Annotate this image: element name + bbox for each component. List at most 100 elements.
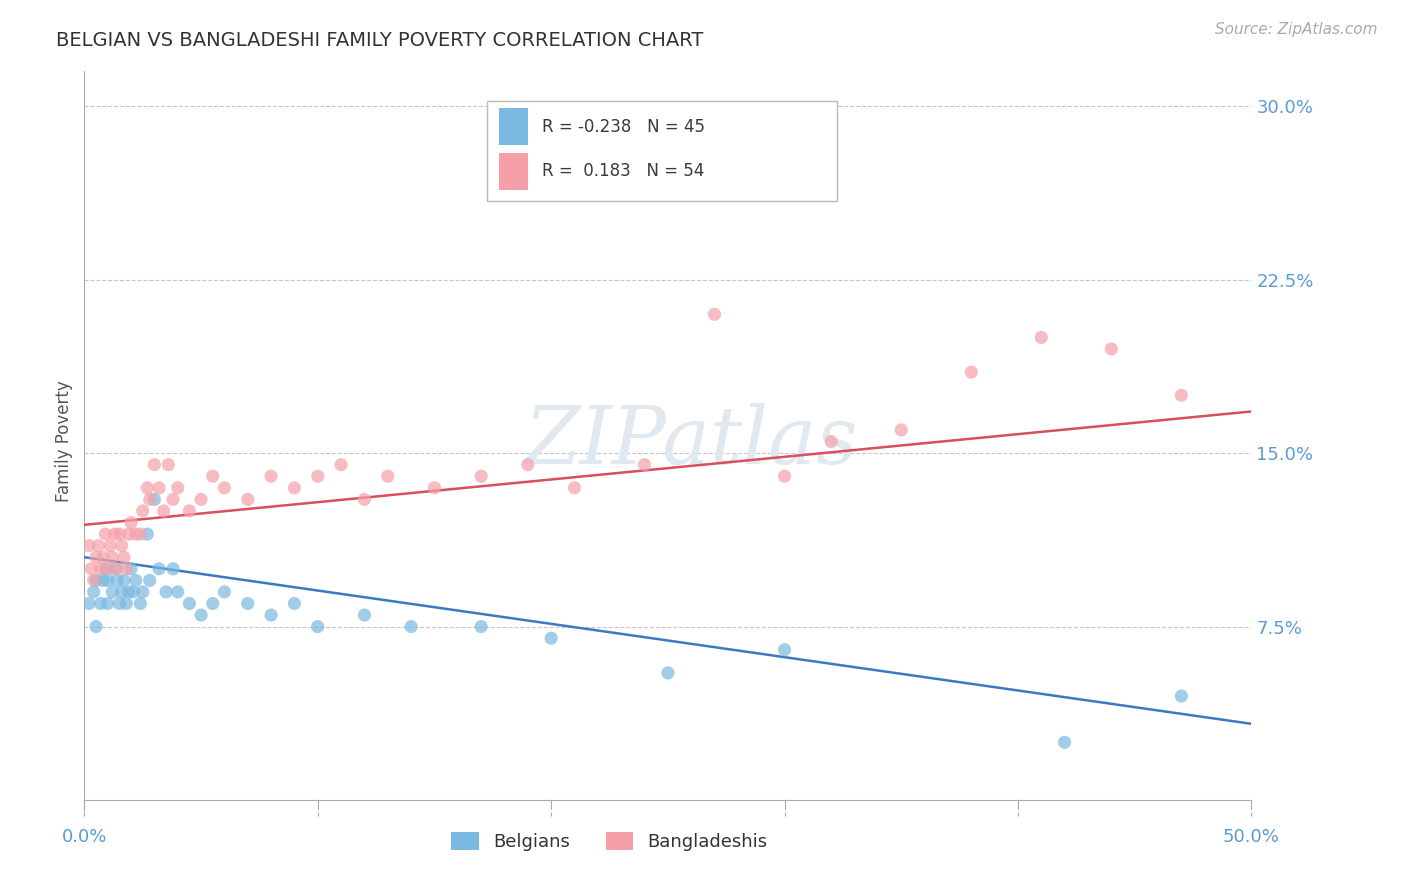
Point <box>148 481 170 495</box>
Point <box>98 539 121 553</box>
Point <box>84 550 107 565</box>
Point <box>108 597 131 611</box>
Point <box>143 492 166 507</box>
Point <box>77 597 100 611</box>
Point <box>105 574 128 588</box>
Point <box>94 562 117 576</box>
Point <box>87 539 110 553</box>
Point <box>136 481 159 495</box>
Point <box>129 597 152 611</box>
Point <box>125 574 148 588</box>
Point <box>125 527 148 541</box>
Text: Source: ZipAtlas.com: Source: ZipAtlas.com <box>1215 22 1378 37</box>
Point <box>260 469 283 483</box>
Point <box>773 469 796 483</box>
Point <box>90 597 112 611</box>
Point <box>118 527 141 541</box>
Point <box>105 562 128 576</box>
Point <box>236 597 259 611</box>
Point <box>101 550 124 565</box>
Point <box>138 574 160 588</box>
Point <box>470 620 492 634</box>
Point <box>83 585 105 599</box>
Point <box>470 469 492 483</box>
Point <box>94 527 117 541</box>
Point <box>83 574 105 588</box>
Point <box>101 585 124 599</box>
Point <box>122 585 145 599</box>
Point <box>564 481 586 495</box>
FancyBboxPatch shape <box>486 101 837 201</box>
Point <box>260 608 283 623</box>
Point <box>307 620 329 634</box>
Point <box>118 585 141 599</box>
Point <box>283 481 305 495</box>
Point <box>115 597 138 611</box>
Point <box>162 492 184 507</box>
Bar <box>499 153 527 190</box>
Point <box>111 539 134 553</box>
Point <box>148 562 170 576</box>
Point <box>91 550 114 565</box>
Point <box>91 574 114 588</box>
Bar <box>499 109 527 145</box>
Point <box>353 492 375 507</box>
Point <box>112 550 135 565</box>
Point <box>1170 689 1192 703</box>
Point <box>97 562 120 576</box>
Text: BELGIAN VS BANGLADESHI FAMILY POVERTY CORRELATION CHART: BELGIAN VS BANGLADESHI FAMILY POVERTY CO… <box>56 31 703 50</box>
Point <box>84 620 107 634</box>
Point <box>960 365 983 379</box>
Point <box>214 481 236 495</box>
Point <box>132 504 155 518</box>
Point <box>1170 388 1192 402</box>
Point <box>179 504 201 518</box>
Point <box>97 597 120 611</box>
Point <box>283 597 305 611</box>
Point <box>120 562 142 576</box>
Point <box>97 574 120 588</box>
Point <box>201 469 224 483</box>
Text: R = -0.238   N = 45: R = -0.238 N = 45 <box>541 118 704 136</box>
Text: 0.0%: 0.0% <box>62 828 107 846</box>
Point <box>1053 735 1076 749</box>
Point <box>120 516 142 530</box>
Point <box>77 539 100 553</box>
Point <box>136 527 159 541</box>
Point <box>104 562 127 576</box>
Point <box>890 423 912 437</box>
Point <box>190 492 212 507</box>
Point <box>179 597 201 611</box>
Y-axis label: Family Poverty: Family Poverty <box>55 381 73 502</box>
Point <box>138 492 160 507</box>
Point <box>90 562 112 576</box>
Point <box>157 458 180 472</box>
Point <box>155 585 177 599</box>
Point <box>115 562 138 576</box>
Point <box>201 597 224 611</box>
Point <box>236 492 259 507</box>
Point <box>633 458 655 472</box>
Point <box>132 585 155 599</box>
Point <box>540 631 562 645</box>
Point <box>80 562 103 576</box>
Point <box>423 481 446 495</box>
Text: R =  0.183   N = 54: R = 0.183 N = 54 <box>541 162 704 180</box>
Point <box>1031 330 1053 344</box>
Point <box>166 481 188 495</box>
Point <box>111 585 134 599</box>
Legend: Belgians, Bangladeshis: Belgians, Bangladeshis <box>444 824 775 858</box>
Point <box>399 620 422 634</box>
Point <box>129 527 152 541</box>
Point <box>703 307 725 321</box>
Text: 50.0%: 50.0% <box>1223 828 1279 846</box>
Point <box>773 642 796 657</box>
Point <box>166 585 188 599</box>
Point <box>820 434 842 449</box>
Point <box>353 608 375 623</box>
Point <box>1099 342 1122 356</box>
Point <box>162 562 184 576</box>
Point <box>112 574 135 588</box>
Text: ZIPatlas: ZIPatlas <box>524 403 858 480</box>
Point <box>330 458 353 472</box>
